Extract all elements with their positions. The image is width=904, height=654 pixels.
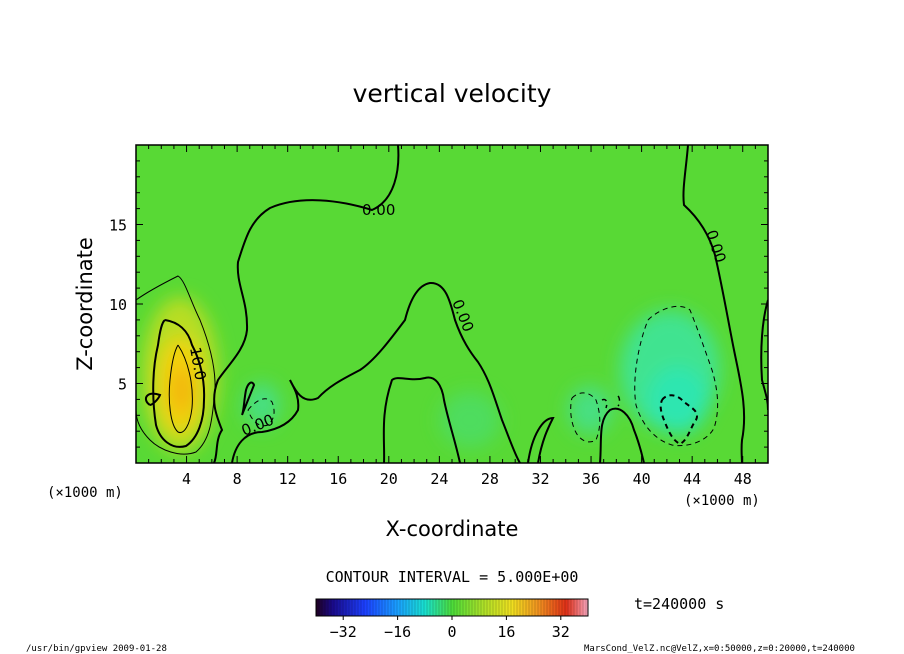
footer-left: /usr/bin/gpview 2009-01-28 — [26, 644, 167, 654]
updraft-shading — [142, 297, 218, 453]
footer-right: MarsCond_VelZ.nc@VelZ,x=0:50000,z=0:2000… — [584, 644, 855, 654]
colorbar-tick-label: −16 — [384, 623, 411, 641]
x-tick-label: 8 — [233, 470, 242, 488]
contour-label: 10.0 — [186, 346, 210, 382]
x-tick-label: 12 — [279, 470, 297, 488]
z-unit-label: (×1000 m) — [47, 485, 123, 501]
y-tick-label: 5 — [118, 376, 127, 394]
colorbar-tick-label: −32 — [330, 623, 357, 641]
colorbar: −32 −16 0 16 32 — [315, 598, 589, 641]
negative-contours — [247, 305, 719, 447]
y-tick-label: 10 — [109, 296, 127, 314]
downdraft-shading — [244, 310, 720, 448]
x-tick-label: 16 — [329, 470, 347, 488]
x-tick-label: 24 — [430, 470, 448, 488]
colorbar-tick-label: 0 — [447, 623, 456, 641]
time-label: t=240000 s — [634, 595, 724, 613]
x-tick-label: 32 — [531, 470, 549, 488]
x-axis-label: X-coordinate — [386, 517, 519, 541]
colorbar-tick-label: 32 — [552, 623, 570, 641]
x-axis: 4 8 12 16 20 24 28 32 36 40 44 48 — [148, 145, 756, 488]
x-unit-label: (×1000 m) — [684, 493, 760, 509]
colorbar-ticks: −32 −16 0 16 32 — [330, 616, 570, 641]
y-axis: 5 10 15 — [109, 160, 768, 448]
y-tick-label: 15 — [109, 217, 127, 235]
x-tick-label: 36 — [582, 470, 600, 488]
positive-contours — [136, 275, 216, 455]
chart-title: vertical velocity — [353, 79, 552, 108]
plot-area — [136, 145, 768, 463]
x-tick-label: 40 — [633, 470, 651, 488]
x-tick-label: 4 — [182, 470, 191, 488]
y-axis-label: Z-coordinate — [73, 237, 97, 371]
x-tick-label: 20 — [380, 470, 398, 488]
x-tick-label: 28 — [481, 470, 499, 488]
x-tick-label: 48 — [734, 470, 752, 488]
x-tick-label: 44 — [683, 470, 701, 488]
colorbar-tick-label: 16 — [497, 623, 515, 641]
colorbar-stripes — [318, 599, 587, 616]
contour-interval: CONTOUR INTERVAL = 5.000E+00 — [326, 568, 579, 586]
contour-label: 0.00 — [362, 201, 395, 219]
